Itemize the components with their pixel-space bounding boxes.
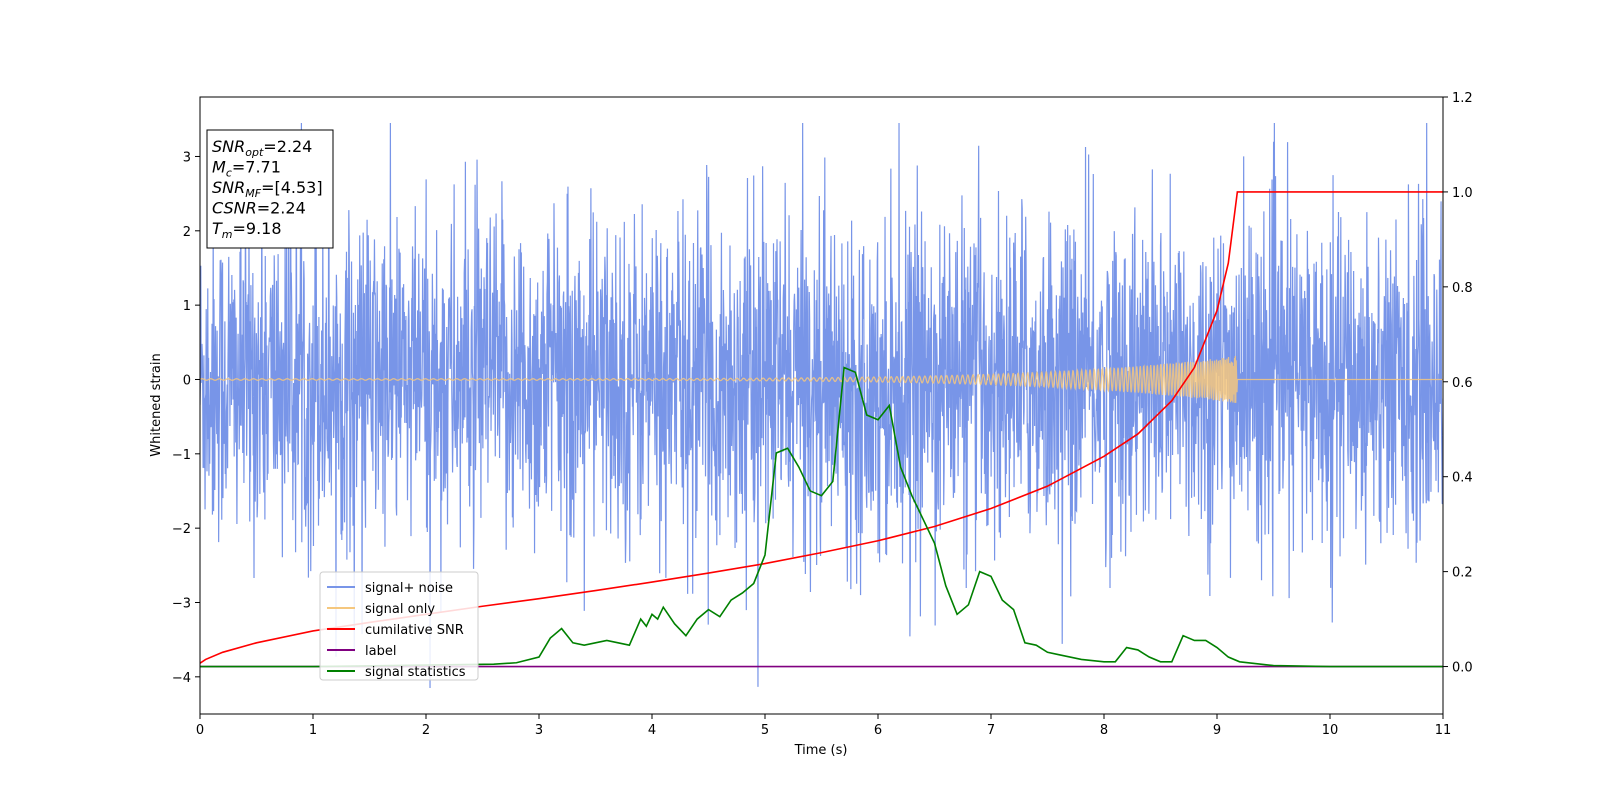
left-y-axis-ticks: −4 −3 −2 −1 0 1 2 3 [172, 150, 200, 686]
legend-label: signal statistics [365, 665, 466, 680]
x-tick-label: 3 [535, 723, 543, 738]
x-axis-label: Time (s) [794, 743, 848, 758]
x-tick-label: 11 [1435, 723, 1452, 738]
right-y-tick-label: 0.8 [1452, 281, 1473, 296]
right-y-axis-ticks: 0.0 0.2 0.4 0.6 0.8 1.0 1.2 [1443, 91, 1473, 676]
series-line-signal-noise [200, 123, 1443, 688]
left-y-tick-label: −3 [172, 596, 191, 611]
right-y-tick-label: 0.2 [1452, 566, 1473, 581]
legend-item-signal-noise: signal+ noise [327, 581, 453, 596]
info-line: Tm=9.18 [212, 219, 282, 241]
info-line: SNRMF=[4.53] [212, 178, 323, 200]
x-tick-label: 4 [648, 723, 656, 738]
series-line-signal-statistics [200, 366, 1443, 668]
x-tick-label: 2 [422, 723, 430, 738]
left-y-tick-label: 3 [183, 150, 191, 165]
right-y-tick-label: 0.0 [1452, 661, 1473, 676]
right-y-tick-label: 0.4 [1452, 471, 1473, 486]
legend-label: label [365, 644, 396, 659]
right-y-tick-label: 0.6 [1452, 376, 1473, 391]
x-tick-label: 0 [196, 723, 204, 738]
info-line: SNRopt=2.24 [212, 137, 312, 159]
legend: signal+ noise signal only cumilative SNR la… [319, 571, 479, 681]
left-y-tick-label: 0 [183, 373, 191, 388]
legend-label: signal+ noise [365, 581, 453, 596]
legend-item-signal-statistics: signal statistics [327, 665, 466, 680]
x-tick-label: 7 [987, 723, 995, 738]
x-tick-label: 9 [1213, 723, 1221, 738]
info-line: Mc=7.71 [212, 158, 281, 180]
left-y-tick-label: −4 [172, 671, 191, 686]
left-y-tick-label: 2 [183, 225, 191, 240]
x-axis-ticks: 0 1 2 3 4 5 6 7 8 9 10 11 [196, 714, 1451, 738]
x-tick-label: 10 [1322, 723, 1339, 738]
series-line-signal-only [200, 355, 1443, 403]
x-tick-label: 6 [874, 723, 882, 738]
x-tick-label: 5 [761, 723, 769, 738]
plot-frame [199, 96, 1444, 715]
info-line: CSNR=2.24 [212, 199, 306, 218]
x-tick-label: 8 [1100, 723, 1108, 738]
right-y-tick-label: 1.0 [1452, 186, 1473, 201]
info-box: SNRopt=2.24Mc=7.71SNRMF=[4.53]CSNR=2.24T… [206, 129, 334, 249]
legend-item-cumilative-snr: cumilative SNR [327, 623, 464, 638]
legend-label: signal only [365, 602, 435, 617]
legend-label: cumilative SNR [365, 623, 464, 638]
left-y-tick-label: −2 [172, 522, 191, 537]
x-tick-label: 1 [309, 723, 317, 738]
right-y-tick-label: 1.2 [1452, 91, 1473, 106]
legend-item-label: label [327, 644, 396, 659]
left-y-tick-label: −1 [172, 448, 191, 463]
left-y-tick-label: 1 [183, 299, 191, 314]
legend-item-signal-only: signal only [327, 602, 435, 617]
left-y-axis-label: Whitened strain [149, 353, 164, 456]
